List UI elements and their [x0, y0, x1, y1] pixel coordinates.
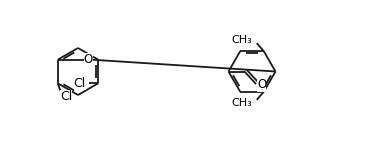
Text: O: O: [84, 53, 93, 66]
Text: Cl: Cl: [74, 77, 86, 90]
Text: CH₃: CH₃: [231, 98, 252, 108]
Text: CH₃: CH₃: [231, 35, 252, 45]
Text: O: O: [257, 78, 266, 91]
Text: Cl: Cl: [60, 90, 72, 103]
